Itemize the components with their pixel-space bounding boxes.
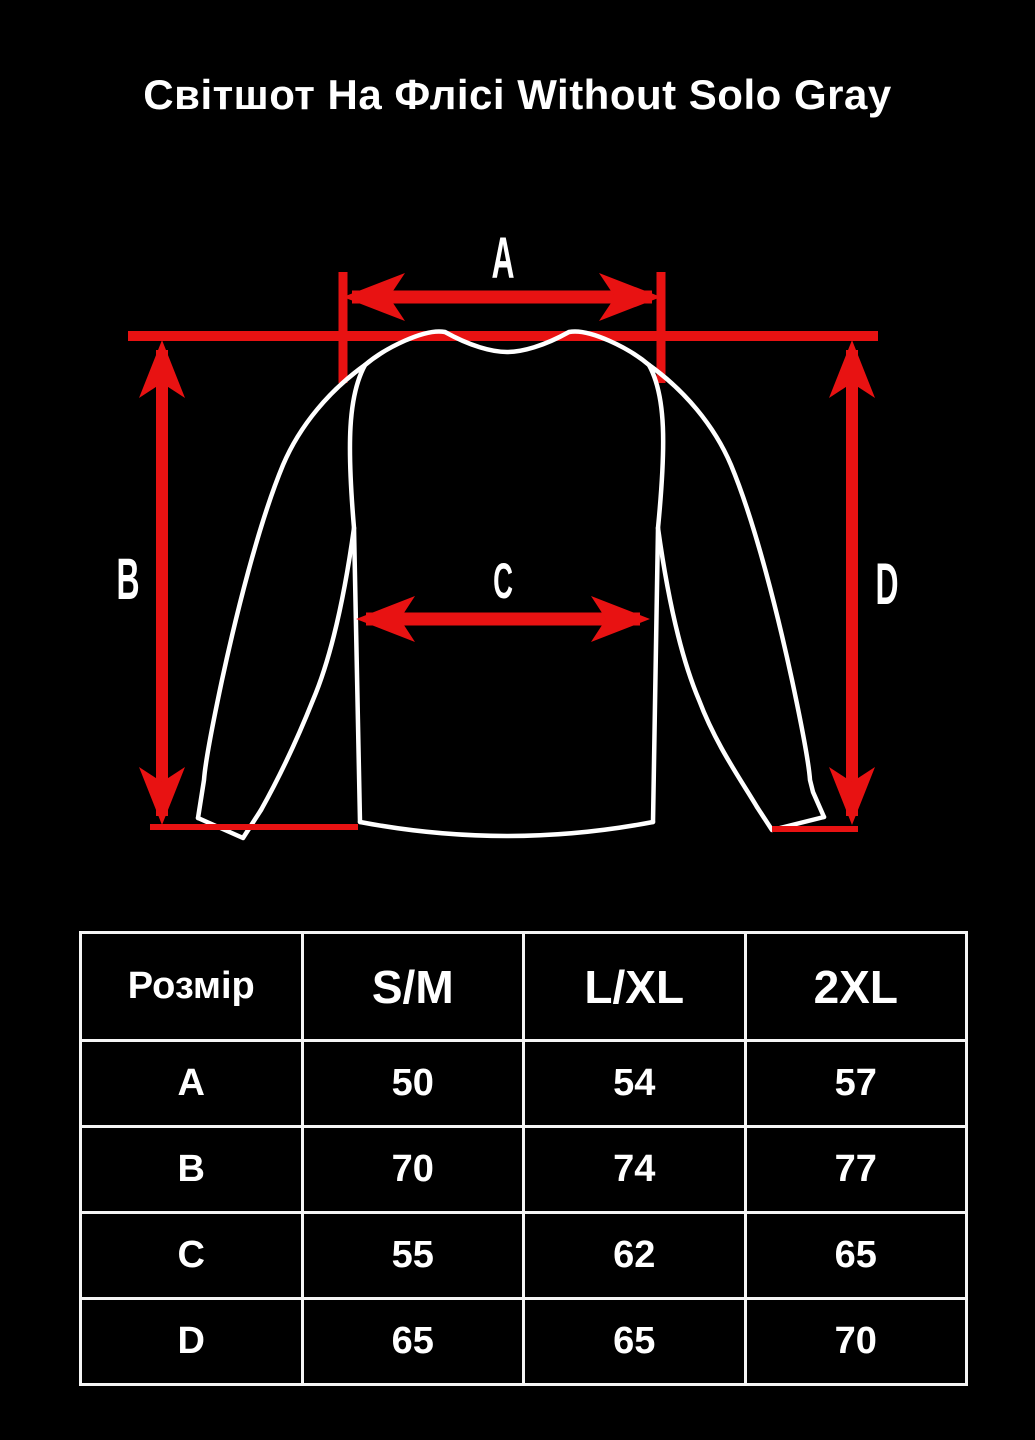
- size-table-header-row: Розмір S/M L/XL 2XL: [79, 931, 968, 1042]
- size-table-row-a: A 50 54 57: [79, 1039, 968, 1128]
- row-c-value-2xl: 65: [743, 1211, 968, 1300]
- row-a-label: A: [79, 1039, 304, 1128]
- row-b-value-sm: 70: [300, 1125, 525, 1214]
- collar-outline: [362, 329, 652, 368]
- row-a-value-lxl: 54: [522, 1039, 747, 1128]
- arrow-a-right-head: [599, 273, 661, 321]
- sweatshirt-measurement-diagram: A B C D: [116, 226, 899, 841]
- left-sleeve-inner-edge: [258, 525, 357, 813]
- sweatshirt-outline: [195, 329, 827, 841]
- header-size-label: Розмір: [79, 931, 304, 1042]
- size-table-row-b: B 70 74 77: [79, 1125, 968, 1214]
- row-d-value-2xl: 70: [743, 1297, 968, 1386]
- arrow-d-bottom-head: [829, 767, 875, 825]
- label-c: C: [493, 552, 513, 609]
- header-size-2xl: 2XL: [743, 931, 968, 1042]
- right-raglan-seam-and-body-edge: [646, 362, 666, 825]
- row-d-label: D: [79, 1297, 304, 1386]
- arrow-a-left-head: [343, 273, 405, 321]
- left-raglan-seam-and-body-edge: [347, 362, 368, 825]
- row-a-value-sm: 50: [300, 1039, 525, 1128]
- row-a-value-2xl: 57: [743, 1039, 968, 1128]
- label-a: A: [491, 226, 514, 290]
- row-c-value-sm: 55: [300, 1211, 525, 1300]
- arrow-c-left-head: [356, 596, 415, 642]
- arrowheads: [139, 273, 875, 825]
- hem-reference-lines: [150, 824, 858, 832]
- row-d-value-lxl: 65: [522, 1297, 747, 1386]
- label-d: D: [875, 552, 898, 616]
- header-size-sm: S/M: [300, 931, 525, 1042]
- arrow-c-right-head: [591, 596, 650, 642]
- size-table: Розмір S/M L/XL 2XL A 50 54 57 B 70 74 7…: [79, 931, 968, 1386]
- header-size-lxl: L/XL: [522, 931, 747, 1042]
- arrow-b-bottom-head: [139, 767, 185, 825]
- row-b-value-lxl: 74: [522, 1125, 747, 1214]
- right-sleeve-outer-edge: [646, 362, 827, 820]
- measurement-reference-lines: [128, 272, 878, 816]
- arrow-d-top-head: [829, 340, 875, 398]
- row-b-value-2xl: 77: [743, 1125, 968, 1214]
- row-d-value-sm: 65: [300, 1297, 525, 1386]
- left-sleeve-outer-edge: [195, 362, 368, 821]
- arrow-b-top-head: [139, 340, 185, 398]
- size-table-row-c: C 55 62 65: [79, 1211, 968, 1300]
- page-title: Світшот На Флісі Without Solo Gray: [143, 71, 892, 118]
- row-b-label: B: [79, 1125, 304, 1214]
- size-table-row-d: D 65 65 70: [79, 1297, 968, 1386]
- label-b: B: [116, 547, 139, 611]
- row-c-value-lxl: 62: [522, 1211, 747, 1300]
- right-sleeve-inner-edge: [655, 525, 760, 810]
- row-c-label: C: [79, 1211, 304, 1300]
- measurement-labels: A B C D: [116, 226, 898, 616]
- hem-outline: [357, 819, 656, 839]
